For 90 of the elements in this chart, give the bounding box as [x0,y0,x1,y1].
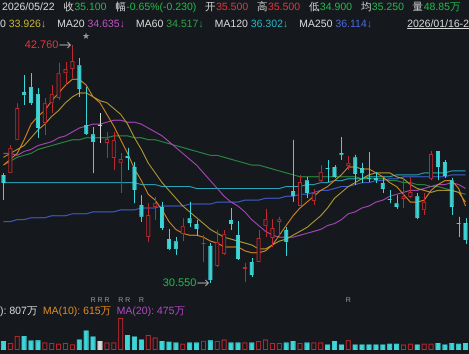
candlestick [256,229,261,262]
text: 收35.100 [63,1,106,13]
candlestick [228,207,234,230]
text: 高35.500 [256,1,300,13]
annotation: 30.550 [162,277,196,290]
candlestick [450,177,454,216]
candlestick [153,196,158,221]
candlestick [112,131,116,170]
bar [290,341,296,350]
bar [22,336,27,350]
candlestick [277,216,282,238]
candlestick [97,112,103,144]
candlestick [270,218,275,248]
candlestick [28,72,34,106]
candlestick [160,201,164,230]
annotation: 42.760 [24,39,58,52]
candlestick [180,218,185,242]
text: 2026/01/16-2 [407,17,469,31]
bar [132,336,138,350]
bar [0,341,6,350]
bar [97,341,103,350]
candlestick [188,201,192,228]
candlestick [380,177,385,194]
candlestick [56,62,61,100]
candlestick [166,228,172,251]
bar [208,340,213,350]
text: MA(20): 475万 [116,304,186,318]
candlestick [250,258,254,278]
candlestick [146,202,150,243]
candlestick [222,229,226,256]
candlestick [298,174,302,206]
candlestick [194,220,199,236]
candlestick [318,164,323,184]
text: MA20 34.635↓ [57,18,125,30]
candlestick [139,194,144,222]
text: 开35.500 [205,1,248,13]
candlestick [174,236,178,256]
candlestick [50,84,54,114]
candlestick [436,151,440,181]
candlestick [442,160,447,178]
candlestick [428,150,434,181]
candlestick [284,226,288,256]
text: MA120 36.302↓ [214,18,288,30]
candlestick [463,218,468,245]
candlestick [8,144,12,174]
candlestick [70,44,74,78]
candlestick [1,172,6,200]
candlestick [360,162,364,184]
candlestick [346,155,350,170]
text: 低34.900 [308,1,352,13]
bar [332,341,338,350]
candlestick [415,192,420,220]
text: 均35.250 [360,1,404,13]
candlestick [291,139,296,202]
candlestick [77,58,82,98]
candlestick [132,161,137,204]
text: MA250 36.114↓ [299,18,372,30]
text: 量48.85万 [412,1,461,13]
bar [35,340,41,350]
bar [125,334,130,350]
candlestick [42,98,47,136]
text: 0 33.926↓ [0,18,46,30]
candlestick [304,176,309,199]
candlestick [208,242,212,284]
candlestick [118,152,123,194]
candlestick [353,154,358,186]
text: ★ [82,31,90,41]
text: MA(10): 615万 [42,304,112,318]
bar [138,339,144,350]
candlestick [215,229,220,268]
bar [84,330,89,350]
candlestick [36,88,40,138]
candlestick [91,126,96,174]
candlestick [263,208,268,238]
candlestick [312,188,316,206]
candlestick [401,176,406,208]
candlestick [422,192,426,216]
candlestick [236,220,240,260]
candlestick [201,234,206,262]
text: 2026/05/22 [2,1,55,13]
text: 幅-0.65%(-0.230) [115,1,196,13]
candlestick [15,102,20,140]
candlestick [394,194,399,210]
bar [76,339,82,350]
bar [90,336,96,350]
candlestick [332,164,337,178]
candlestick [84,86,88,136]
text: ): 807万 [0,304,38,318]
bar [28,340,34,350]
text: MA60 34.517↓ [136,18,204,30]
